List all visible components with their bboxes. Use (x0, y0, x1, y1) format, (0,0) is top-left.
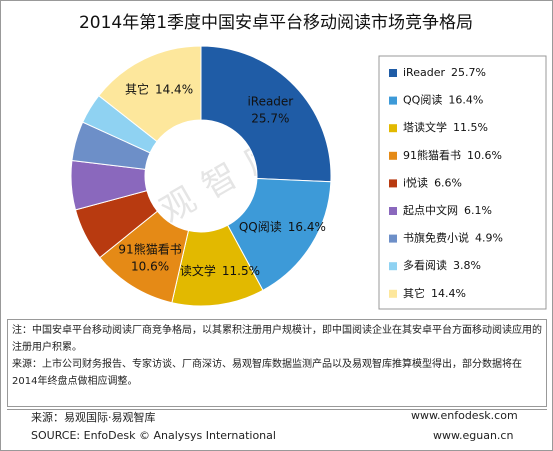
legend-swatch (389, 262, 397, 271)
legend-label: 多看阅读 3.8% (403, 258, 481, 272)
legend-swatch (389, 179, 397, 188)
legend-name: 91熊猫看书 (403, 148, 461, 162)
slice-label-value: 25.7% (251, 111, 289, 125)
url: www.eguan.cn (433, 429, 514, 442)
slice-label: 塔读文学 11.5% (168, 263, 260, 278)
legend-name: 起点中文网 (403, 203, 458, 217)
legend-name: i悦读 (403, 175, 428, 189)
legend-box (378, 55, 547, 310)
legend-label: 塔读文学 11.5% (403, 120, 488, 134)
legend-label: iReader 25.7% (403, 66, 486, 79)
chart: 2014年第1季度中国安卓平台移动阅读市场竞争格局 易观智库 iReader 25… (70, 13, 547, 310)
legend-label: 91熊猫看书 10.6% (403, 148, 502, 162)
legend-value: 14.4% (431, 287, 466, 300)
legend-value: 4.9% (475, 232, 503, 245)
slice-label: 91熊猫看书 10.6% (118, 241, 181, 273)
slice-label-value: 16.4% (288, 219, 326, 233)
slice-label-name: QQ阅读 (239, 219, 282, 233)
legend-swatch (389, 124, 397, 133)
donut-slice (98, 45, 202, 143)
source-cn: 来源：易观国际·易观智库 (31, 411, 156, 424)
legend-value: 11.5% (453, 121, 488, 134)
legend-swatch (389, 69, 397, 77)
legend-name: 多看阅读 (403, 258, 447, 272)
legend-label: QQ阅读 16.4% (403, 93, 483, 107)
note: 注：中国安卓平台移动阅读厂商竞争格局，以其累积注册用户规模计，即中国阅读企业在其… (12, 325, 542, 353)
slice-label: QQ阅读 16.4% (239, 219, 326, 233)
legend-value: 25.7% (451, 66, 486, 79)
legend-name: iReader (403, 66, 445, 79)
legend-name: 其它 (403, 286, 425, 300)
slice-label-value: 11.5% (222, 264, 260, 278)
slice-label-name: 其它 (125, 81, 149, 96)
legend-name: 塔读文学 (403, 120, 447, 134)
legend-value: 6.1% (464, 204, 492, 217)
notes: 注：中国安卓平台移动阅读厂商竞争格局，以其累积注册用户规模计，即中国阅读企业在其… (7, 319, 547, 407)
slice-label: 其它 14.4% (125, 81, 193, 96)
donut-slice (226, 177, 332, 291)
donut-slice (200, 45, 332, 183)
legend-value: 6.6% (434, 176, 462, 189)
slice-label-value: 10.6% (131, 259, 169, 273)
chart-title: 2014年第1季度中国安卓平台移动阅读市场竞争格局 (79, 13, 473, 33)
legend-value: 3.8% (453, 259, 481, 272)
legend-label: 其它 14.4% (403, 286, 466, 300)
legend-value: 10.6% (467, 149, 502, 162)
legend-value: 16.4% (448, 94, 483, 107)
legend-label: i悦读 6.6% (403, 175, 462, 189)
legend-swatch (389, 96, 397, 105)
slice-label-value: 14.4% (155, 82, 193, 96)
legend-swatch (389, 289, 397, 298)
legend-label: 起点中文网 6.1% (403, 203, 492, 217)
url: www.enfodesk.com (411, 409, 518, 422)
source-en: SOURCE: EnfoDesk © Analysys Internationa… (31, 429, 276, 442)
slice-label-name: iReader (247, 94, 293, 108)
legend-swatch (389, 207, 397, 215)
slice-label: iReader 25.7% (247, 94, 293, 125)
legend-name: 书旗免费小说 (403, 231, 469, 245)
rule (7, 409, 547, 410)
legend-label: 书旗免费小说 4.9% (403, 231, 503, 245)
slice-label-name: 91熊猫看书 (118, 241, 181, 256)
legend-name: QQ阅读 (403, 93, 442, 107)
legend-swatch (389, 151, 397, 160)
legend-swatch (389, 234, 397, 243)
note: 来源：上市公司财务报告、专家访谈、厂商深访、易观智库数据监测产品以及易观智库推算… (12, 359, 522, 387)
